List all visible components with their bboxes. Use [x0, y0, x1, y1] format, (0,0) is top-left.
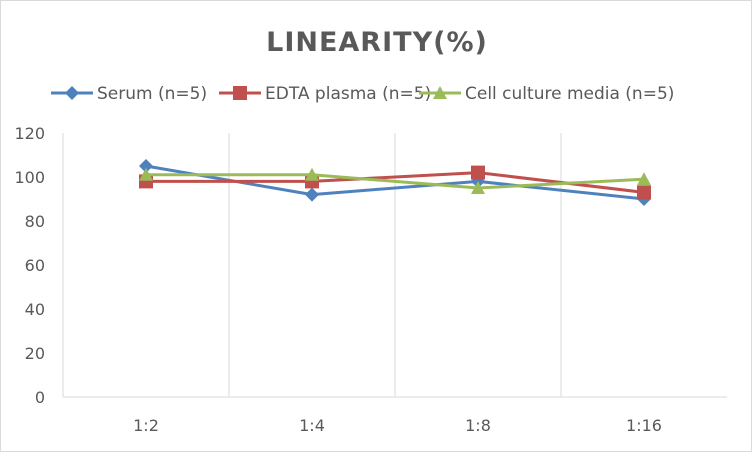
triangle-marker — [305, 167, 319, 181]
legend: Serum (n=5) EDTA plasma (n=5) Cell culture… — [51, 84, 674, 104]
triangle-marker — [471, 181, 485, 194]
series-line — [146, 173, 645, 190]
y-tick-label: 80 — [25, 212, 45, 231]
y-tick-label: 60 — [25, 256, 45, 275]
series-group — [139, 159, 651, 206]
diamond-marker — [139, 159, 153, 173]
triangle-marker — [139, 167, 153, 181]
x-tick-label: 1:16 — [626, 416, 662, 435]
legend-label: Cell culture media (n=5) — [465, 84, 674, 104]
y-tick-label: 0 — [35, 388, 45, 407]
y-tick-label: 20 — [25, 344, 45, 363]
legend-item: EDTA plasma (n=5) — [219, 84, 431, 104]
legend-label: Serum (n=5) — [97, 84, 207, 104]
legend-item: Cell culture media (n=5) — [419, 84, 674, 104]
x-tick-label: 1:4 — [299, 416, 325, 435]
square-marker — [233, 86, 247, 100]
y-tick-label: 120 — [14, 124, 45, 143]
legend-item: Serum (n=5) — [51, 84, 207, 104]
triangle-marker — [637, 172, 651, 186]
legend-label: EDTA plasma (n=5) — [265, 84, 431, 104]
diamond-marker — [65, 86, 79, 100]
square-marker — [637, 185, 651, 200]
y-axis: 0 20 40 60 80 100 120 — [14, 124, 64, 407]
square-marker — [471, 165, 485, 180]
x-axis: 1:2 1:4 1:8 1:16 — [63, 396, 727, 435]
y-tick-label: 100 — [14, 168, 45, 187]
diamond-marker — [305, 187, 319, 202]
chart-title: LINEARITY(%) — [266, 27, 488, 58]
gridlines — [228, 133, 562, 397]
x-tick-label: 1:8 — [465, 416, 491, 435]
series-2 — [139, 167, 651, 194]
y-tick-label: 40 — [25, 300, 45, 319]
triangle-marker — [433, 86, 447, 99]
x-tick-label: 1:2 — [133, 416, 159, 435]
